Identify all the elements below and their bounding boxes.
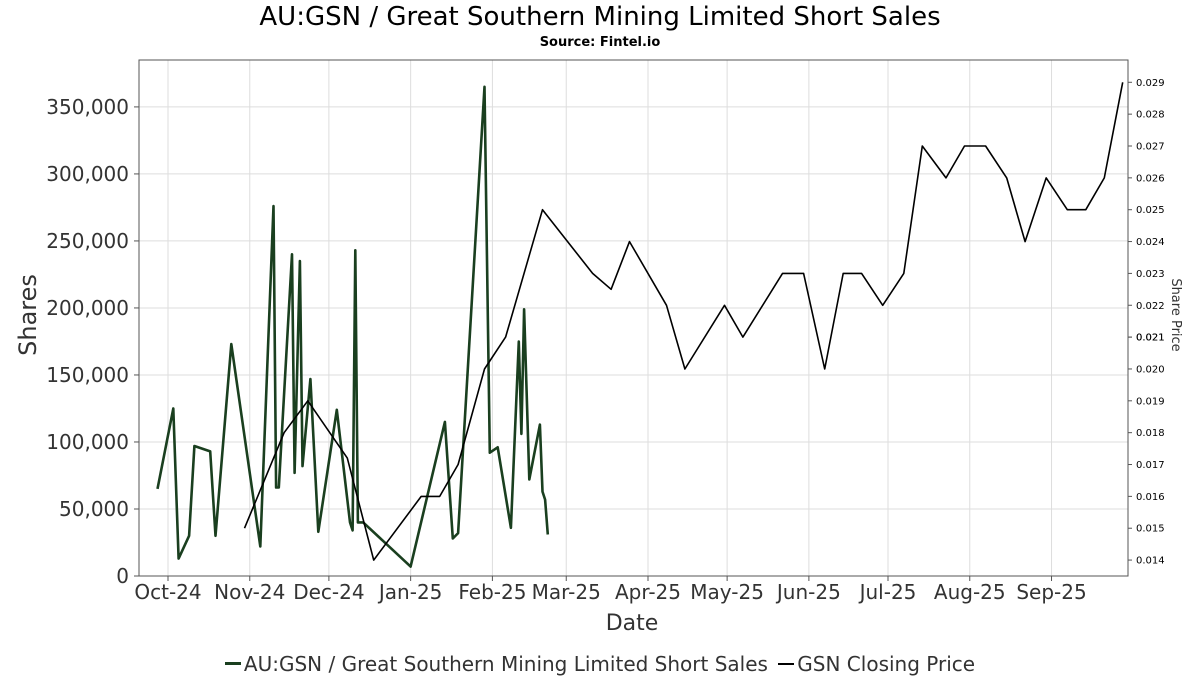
legend-item-short-sales[interactable]: AU:GSN / Great Southern Mining Limited S… [224,651,768,676]
x-tick-label: Feb-25 [458,580,526,604]
y2-tick-label: 0.021 [1136,333,1165,344]
y2-tick-label: 0.017 [1136,460,1165,471]
y2-tick-label: 0.028 [1136,110,1165,121]
series-line-short-sales [156,85,550,568]
series-layer [156,82,1124,568]
x-axis: Oct-24 Nov-24 Dec-24 Jan-25 Feb-25 Mar-25 Apr-… [134,576,1087,604]
y2-tick-label: 0.015 [1136,524,1165,535]
y2-tick-label: 0.029 [1136,78,1165,89]
y-tick-label: 350,000 [46,95,129,119]
x-tick-label: Jan-25 [377,580,443,604]
y2-tick-label: 0.018 [1136,428,1165,439]
x-tick-label: Sep-25 [1016,580,1086,604]
y2-tick-label: 0.014 [1136,556,1165,567]
y2-tick-label: 0.026 [1136,173,1165,184]
x-tick-label: Oct-24 [134,580,201,604]
y-tick-label: 100,000 [46,430,129,454]
x-tick-label: Nov-24 [214,580,285,604]
y-axis-right: 0.014 0.015 0.016 0.017 0.018 0.019 0.020 0.021… [1128,78,1165,567]
x-tick-label: Jul-25 [858,580,917,604]
x-tick-label: Mar-25 [532,580,601,604]
y2-tick-label: 0.024 [1136,237,1165,248]
legend-swatch-short-sales [224,662,241,665]
legend-swatch-closing-price [778,663,795,665]
y2-tick-label: 0.016 [1136,492,1165,503]
y-tick-label: 200,000 [46,296,129,320]
x-tick-label: Apr-25 [615,580,681,604]
y-axis-left: 0 50,000 100,000 150,000 200,000 250,000 300,0… [46,95,139,588]
x-tick-label: Dec-24 [293,580,364,604]
y2-tick-label: 0.022 [1136,301,1165,312]
legend-item-closing-price[interactable]: GSN Closing Price [778,652,975,676]
x-tick-label: Aug-25 [934,580,1006,604]
y-axis-label: Shares [14,274,42,356]
chart-title: AU:GSN / Great Southern Mining Limited S… [259,2,941,32]
series-line-closing-price [243,82,1124,561]
x-tick-label: May-25 [690,580,764,604]
y-tick-label: 0 [116,564,129,588]
legend-label-short-sales: AU:GSN / Great Southern Mining Limited S… [243,651,768,676]
y-tick-label: 150,000 [46,363,129,387]
y-tick-label: 250,000 [46,229,129,253]
y2-tick-label: 0.020 [1136,364,1165,375]
x-tick-label: Jun-25 [775,580,841,604]
y2-tick-label: 0.027 [1136,142,1165,153]
y2-tick-label: 0.021 [1136,333,1165,344]
legend-label-closing-price: GSN Closing Price [797,652,976,676]
y2-axis-label: Share Price [1168,278,1183,351]
y-tick-label: 50,000 [59,497,129,521]
y2-tick-label: 0.025 [1136,205,1165,216]
y-tick-label: 300,000 [46,162,129,186]
plot-frame [138,59,1129,577]
y2-tick-label: 0.019 [1136,396,1165,407]
legend: AU:GSN / Great Southern Mining Limited S… [0,646,1200,676]
chart-subtitle: Source: Fintel.io [539,35,661,50]
x-axis-label: Date [606,611,659,636]
y2-tick-label: 0.023 [1136,269,1165,280]
